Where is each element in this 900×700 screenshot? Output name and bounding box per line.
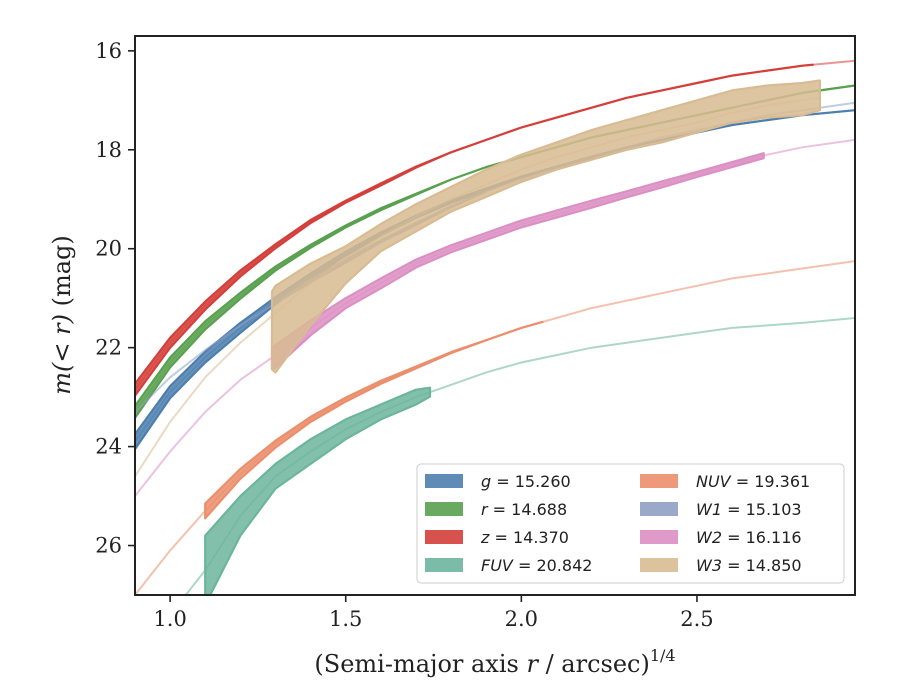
x-tick-label: 1.0 bbox=[153, 607, 186, 631]
y-tick-label: 18 bbox=[95, 138, 122, 162]
series-FUV bbox=[184, 317, 855, 595]
y-tick-label: 24 bbox=[95, 435, 122, 459]
legend-entry-g: g = 15.260 bbox=[425, 472, 571, 491]
x-tick-label: 1.5 bbox=[329, 607, 362, 631]
legend-label: W2 = 16.116 bbox=[696, 528, 802, 547]
plot-frame bbox=[134, 35, 856, 596]
legend-swatch bbox=[640, 530, 678, 544]
series-NUV-band bbox=[204, 320, 544, 520]
x-axis: 1.0 1.5 2.0 2.5 bbox=[153, 595, 714, 631]
series-W3 bbox=[135, 79, 821, 477]
legend-entry-z: z = 14.370 bbox=[425, 528, 569, 547]
x-axis-label: (Semi-major axis r / arcsec)1/4 bbox=[314, 646, 675, 678]
series-W3-band bbox=[270, 79, 821, 374]
series-z-band bbox=[135, 63, 814, 397]
legend: g = 15.260 r = 14.688 z = 14.370 FUV = 20.8… bbox=[416, 463, 845, 584]
legend-label: W3 = 14.850 bbox=[696, 556, 802, 575]
x-tick-label: 2.5 bbox=[680, 607, 713, 631]
series-r-band bbox=[135, 84, 855, 419]
series-W2 bbox=[135, 138, 855, 497]
legend-frame bbox=[416, 463, 845, 584]
legend-label: z = 14.370 bbox=[480, 528, 569, 547]
series-z bbox=[135, 59, 855, 397]
legend-swatch bbox=[425, 502, 463, 516]
y-tick-label: 22 bbox=[95, 336, 122, 360]
y-axis: 16 18 20 22 24 26 bbox=[95, 39, 135, 558]
legend-swatch bbox=[425, 558, 463, 572]
legend-swatch bbox=[640, 502, 678, 516]
legend-entry-r: r = 14.688 bbox=[425, 500, 567, 519]
legend-swatch bbox=[425, 474, 463, 488]
legend-swatch bbox=[640, 474, 678, 488]
legend-entry-NUV: NUV = 19.361 bbox=[640, 472, 810, 491]
y-tick-label: 20 bbox=[95, 237, 122, 261]
y-axis-label: m(< r) (mag) bbox=[48, 235, 76, 395]
series-W2-band bbox=[270, 152, 765, 370]
series-FUV-band bbox=[204, 386, 432, 595]
plot-area bbox=[135, 59, 855, 595]
series-NUV bbox=[135, 260, 855, 595]
legend-label: r = 14.688 bbox=[481, 500, 567, 519]
legend-entry-W3: W3 = 14.850 bbox=[640, 556, 802, 575]
legend-entry-FUV: FUV = 20.842 bbox=[425, 556, 592, 575]
y-tick-label: 26 bbox=[95, 534, 122, 558]
legend-entry-W1: W1 = 15.103 bbox=[640, 500, 802, 519]
x-tick-label: 2.0 bbox=[505, 607, 538, 631]
legend-label: NUV = 19.361 bbox=[696, 472, 810, 491]
legend-entry-W2: W2 = 16.116 bbox=[640, 528, 802, 547]
legend-swatch bbox=[425, 530, 463, 544]
y-tick-label: 16 bbox=[95, 39, 122, 63]
legend-label: g = 15.260 bbox=[481, 472, 571, 491]
legend-label: W1 = 15.103 bbox=[696, 500, 802, 519]
legend-label: FUV = 20.842 bbox=[481, 556, 592, 575]
legend-swatch bbox=[640, 558, 678, 572]
